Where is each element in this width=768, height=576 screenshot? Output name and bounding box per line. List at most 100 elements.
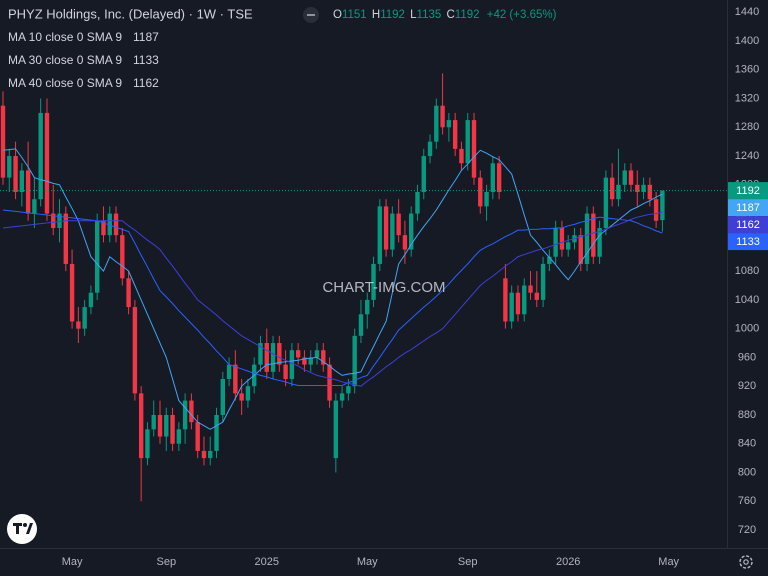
legend: MA 10 close 0 SMA 9 1187 MA 30 close 0 S… bbox=[8, 30, 159, 90]
y-tick-label: 1320 bbox=[735, 92, 759, 104]
candle-body bbox=[189, 400, 194, 423]
y-tick-label: 760 bbox=[738, 495, 756, 507]
y-tick-label: 1240 bbox=[735, 150, 759, 162]
gear-center bbox=[743, 559, 749, 565]
legend-label: MA 40 close 0 SMA 9 bbox=[8, 76, 122, 90]
ma-line bbox=[2, 209, 663, 386]
candle-body bbox=[452, 120, 458, 149]
plot-area bbox=[0, 73, 727, 502]
y-tick-label: 1360 bbox=[735, 64, 759, 76]
y-tick-label: 1280 bbox=[735, 121, 759, 133]
candle-body bbox=[528, 285, 533, 293]
logo-part bbox=[23, 523, 27, 527]
x-tick-label: May bbox=[62, 556, 83, 568]
candle-body bbox=[547, 256, 552, 264]
candle-body bbox=[239, 393, 244, 401]
chart-title: PHYZ Holdings, Inc. (Delayed) · 1W · TSE bbox=[8, 6, 253, 21]
candle-body bbox=[95, 220, 100, 293]
candle-body bbox=[371, 263, 376, 300]
legend-value: 1187 bbox=[133, 30, 159, 44]
ohlc-value: 1151 bbox=[342, 9, 367, 21]
y-tick-label: 800 bbox=[738, 466, 756, 478]
ohlc-label: O bbox=[333, 9, 342, 21]
candle-body bbox=[57, 213, 62, 228]
candle-body bbox=[339, 393, 345, 401]
x-tick-label: Sep bbox=[458, 556, 478, 568]
candle-body bbox=[233, 364, 238, 394]
candle-body bbox=[584, 213, 590, 264]
candle-body bbox=[157, 414, 163, 437]
y-tick-label: 1400 bbox=[735, 35, 759, 47]
candle-body bbox=[176, 429, 182, 444]
candle-body bbox=[459, 148, 464, 164]
candle-body bbox=[19, 170, 25, 193]
candle-body bbox=[653, 199, 659, 221]
y-tick-label: 1000 bbox=[735, 323, 759, 335]
x-tick-label: May bbox=[658, 556, 679, 568]
candle-body bbox=[609, 177, 615, 200]
candle-body bbox=[314, 350, 320, 358]
candle-body bbox=[396, 213, 401, 236]
x-tick-label: 2025 bbox=[255, 556, 279, 568]
candle-body bbox=[220, 378, 225, 415]
price-box-label: 1192 bbox=[736, 185, 760, 197]
logo-part bbox=[16, 523, 19, 534]
legend-value: 1162 bbox=[133, 76, 159, 90]
candle-body bbox=[214, 414, 219, 451]
candle-body bbox=[377, 206, 382, 264]
logo-bg bbox=[7, 514, 37, 544]
price-box-label: 1187 bbox=[736, 202, 760, 214]
candle-body bbox=[509, 292, 514, 322]
x-tick-label: Sep bbox=[156, 556, 176, 568]
candle-body bbox=[289, 350, 295, 379]
candle-body bbox=[660, 190, 665, 221]
candle-body bbox=[540, 263, 546, 300]
legend-value: 1133 bbox=[133, 53, 159, 67]
ohlc-label: L bbox=[410, 9, 417, 21]
candle-body bbox=[415, 192, 420, 214]
candle-body bbox=[226, 364, 232, 379]
x-tick-label: May bbox=[357, 556, 378, 568]
candle-body bbox=[308, 357, 313, 365]
price-box bbox=[728, 199, 768, 217]
candle-body bbox=[25, 170, 31, 214]
candle-body bbox=[578, 235, 583, 264]
ohlc-value: 1192 bbox=[455, 9, 480, 21]
candle-body bbox=[321, 350, 326, 365]
candle-body bbox=[13, 156, 18, 193]
candle-body bbox=[628, 170, 634, 185]
candle-body bbox=[327, 364, 332, 401]
y-tick-label: 840 bbox=[738, 438, 756, 450]
candle-body bbox=[421, 156, 426, 193]
ohlc-header: O1151 H1192 L1135 C1192 +42 (+3.65%) bbox=[333, 9, 557, 21]
candle-body bbox=[484, 192, 489, 207]
price-box bbox=[728, 182, 768, 200]
candle-body bbox=[145, 429, 150, 459]
visibility-icon[interactable] bbox=[303, 7, 319, 23]
y-tick-label: 720 bbox=[738, 524, 756, 536]
price-box bbox=[728, 216, 768, 234]
change-value: +42 (+3.65%) bbox=[487, 9, 557, 21]
candle-body bbox=[283, 364, 288, 379]
candle-body bbox=[302, 357, 307, 365]
y-tick-label: 920 bbox=[738, 380, 756, 392]
gear-outline bbox=[739, 555, 753, 569]
candle-body bbox=[471, 120, 477, 178]
candle-body bbox=[63, 213, 68, 264]
candle-body bbox=[597, 227, 602, 257]
candle-body bbox=[647, 184, 653, 200]
settings-icon[interactable] bbox=[739, 555, 753, 569]
candle-body bbox=[195, 422, 200, 451]
candle-body bbox=[365, 299, 370, 315]
y-tick-label: 880 bbox=[738, 409, 756, 421]
candle-body bbox=[490, 163, 496, 193]
candle-body bbox=[591, 213, 596, 257]
candle-body bbox=[496, 163, 502, 193]
candle-body bbox=[402, 235, 408, 250]
y-tick-label: 1080 bbox=[735, 265, 759, 277]
ma-line bbox=[2, 148, 663, 430]
candle-body bbox=[559, 227, 565, 250]
candle-body bbox=[427, 141, 433, 157]
